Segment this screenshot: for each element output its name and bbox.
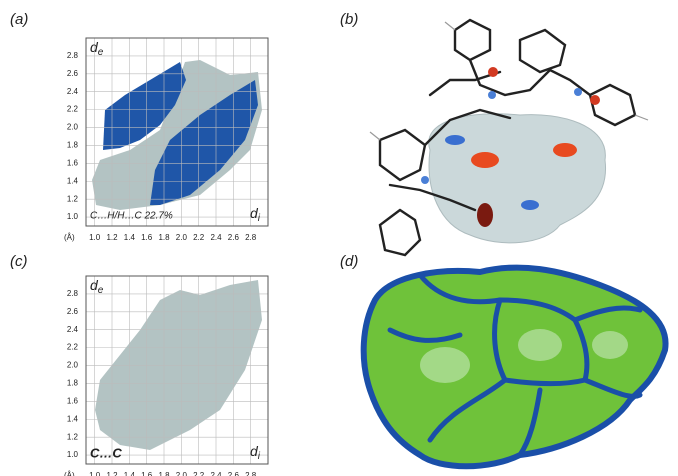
y-tick-label: 1.2: [67, 432, 79, 441]
annotation: C…H/H…C 22.7%: [90, 211, 173, 222]
y-axis-label: de: [90, 39, 104, 58]
surface-image: [364, 268, 666, 467]
panel-label: (b): [340, 11, 358, 28]
y-axis-label: de: [90, 277, 104, 296]
x-tick-label: 2.0: [176, 233, 188, 242]
axis-unit: (Å): [64, 233, 75, 242]
x-tick-label: 2.4: [210, 233, 222, 242]
figure: (a) (b) (c) (d) 1.0 1.2 1.4 1.6 1.8 2.0 2.2 2.4…: [0, 0, 678, 476]
x-tick-label: 2.8: [245, 471, 257, 476]
x-tick-label: 2.8: [245, 233, 257, 242]
y-tick-label: 2.2: [67, 105, 79, 114]
y-tick-label: 2.4: [67, 87, 79, 96]
x-tick-label: 1.0: [89, 471, 101, 476]
y-tick-label: 1.4: [67, 414, 79, 423]
x-axis-label-sub: i: [258, 213, 261, 224]
fingerprint-plot: 1.0 1.2 1.4 1.6 1.8 2.0 2.2 2.4 2.6 2.8 1.0 1.2 1.4 1…: [64, 38, 268, 242]
panel-label: (c): [10, 253, 28, 270]
x-axis-label-sub: i: [258, 451, 261, 462]
y-tick-label: 2.4: [67, 325, 79, 334]
annotation: C…C: [90, 445, 122, 460]
y-axis-label-sub: e: [98, 47, 104, 58]
x-axis-label: di: [250, 205, 261, 224]
x-tick-label: 1.8: [158, 233, 170, 242]
y-tick-label: 1.8: [67, 141, 79, 150]
y-tick-label: 1.6: [67, 158, 79, 167]
y-tick-label: 1.0: [67, 212, 79, 221]
molecule-image: [370, 20, 648, 255]
x-tick-label: 2.4: [210, 471, 222, 476]
panel-label: (d): [340, 253, 358, 270]
x-tick-label: 1.4: [124, 471, 136, 476]
axis-unit: (Å): [64, 471, 75, 476]
x-tick-label: 1.0: [89, 233, 101, 242]
x-tick-label: 2.2: [193, 471, 205, 476]
x-tick-label: 2.0: [176, 471, 188, 476]
x-tick-label: 1.2: [106, 471, 118, 476]
y-tick-label: 2.0: [67, 123, 79, 132]
x-tick-label: 2.6: [228, 233, 240, 242]
x-tick-label: 1.6: [141, 233, 153, 242]
y-tick-label: 1.8: [67, 379, 79, 388]
y-tick-label: 2.8: [67, 51, 79, 60]
x-tick-label: 2.2: [193, 233, 205, 242]
fingerprint-plot: 1.0 1.2 1.4 1.6 1.8 2.0 2.2 2.4 2.6 2.8 1.0 1.2 1.4 1…: [64, 276, 268, 476]
y-tick-label: 2.2: [67, 343, 79, 352]
x-axis-label: di: [250, 443, 261, 462]
y-tick-label: 2.8: [67, 289, 79, 298]
panel-label: (a): [10, 11, 28, 28]
y-tick-label: 2.0: [67, 361, 79, 370]
y-axis-label-sub: e: [98, 285, 104, 296]
y-tick-label: 1.4: [67, 176, 79, 185]
x-tick-label: 1.2: [106, 233, 118, 242]
y-tick-label: 1.6: [67, 396, 79, 405]
x-tick-label: 1.8: [158, 471, 170, 476]
x-tick-label: 1.4: [124, 233, 136, 242]
y-tick-label: 2.6: [67, 307, 79, 316]
y-tick-label: 1.0: [67, 450, 79, 459]
y-tick-label: 1.2: [67, 194, 79, 203]
y-tick-label: 2.6: [67, 69, 79, 78]
x-tick-label: 2.6: [228, 471, 240, 476]
x-tick-label: 1.6: [141, 471, 153, 476]
point-cloud: [95, 280, 262, 450]
